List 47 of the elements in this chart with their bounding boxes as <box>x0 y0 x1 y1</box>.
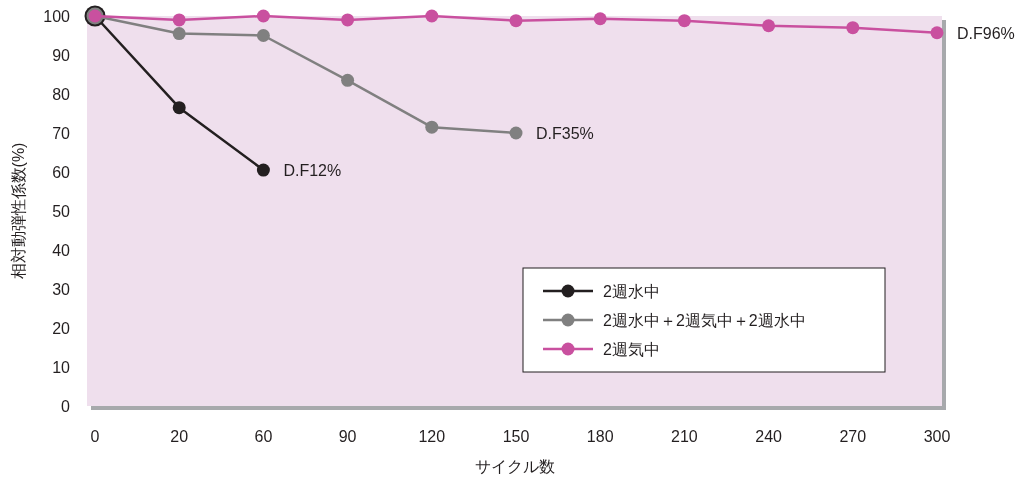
x-tick-label: 150 <box>502 428 530 445</box>
y-tick-label: 20 <box>52 319 71 337</box>
point <box>593 12 607 26</box>
legend-label: 2週水中＋2週気中＋2週水中 <box>603 312 806 329</box>
y-tick-label: 50 <box>52 202 71 220</box>
point <box>677 14 691 28</box>
point <box>172 13 186 27</box>
y-axis-title: 相対動弾性係数(%) <box>10 142 27 280</box>
x-tick-label: 270 <box>839 428 867 445</box>
x-tick-label: 90 <box>338 428 357 445</box>
point <box>341 13 355 27</box>
y-tick-label: 100 <box>43 7 71 25</box>
point <box>425 120 439 134</box>
x-tick-label: 120 <box>418 428 446 445</box>
point <box>425 9 439 23</box>
x-tick-label: 210 <box>671 428 698 445</box>
point <box>509 14 523 28</box>
y-tick-label: 30 <box>52 280 71 298</box>
x-axis-title: サイクル数 <box>474 458 555 475</box>
x-tick-label: 180 <box>586 428 614 445</box>
annotation: D.F96% <box>957 24 1015 42</box>
point <box>930 26 944 40</box>
y-tick-label: 70 <box>52 124 71 142</box>
x-tick-label: 20 <box>170 428 189 445</box>
annotation: D.F12% <box>283 162 342 180</box>
point <box>762 19 776 33</box>
point <box>172 27 186 41</box>
point <box>846 21 860 35</box>
annotation: D.F35% <box>536 125 594 142</box>
legend-label: 2週気中 <box>603 341 660 358</box>
y-tick-label: 80 <box>52 85 71 103</box>
x-tick-label: 0 <box>90 428 100 445</box>
point <box>509 126 523 140</box>
y-tick-label: 90 <box>52 46 71 64</box>
y-tick-label: 10 <box>52 358 71 376</box>
x-tick-label: 300 <box>923 428 951 445</box>
x-tick-label: 60 <box>254 428 273 445</box>
point <box>172 101 186 115</box>
y-tick-label: 60 <box>52 163 71 181</box>
point <box>256 163 270 177</box>
point <box>256 9 270 23</box>
y-tick-label: 40 <box>52 241 71 259</box>
legend-label: 2週水中 <box>603 283 660 300</box>
point <box>256 29 270 42</box>
point <box>341 73 355 87</box>
x-tick-label: 240 <box>755 428 783 445</box>
y-tick-label: 0 <box>61 397 71 415</box>
